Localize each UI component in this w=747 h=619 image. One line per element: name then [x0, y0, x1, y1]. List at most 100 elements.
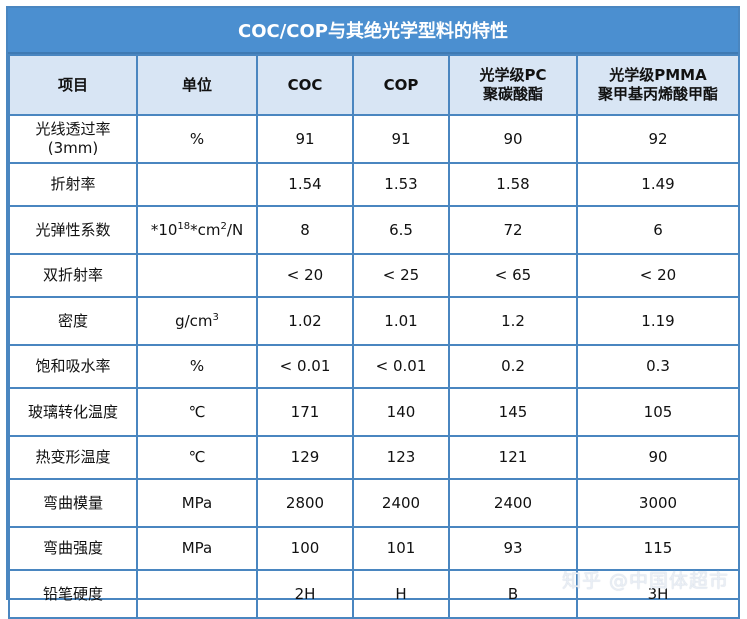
cell-cop: 91: [352, 114, 450, 164]
cell-coc: 100: [256, 526, 354, 571]
table-row: 弯曲模量 MPa 2800 2400 2400 3000: [8, 478, 740, 528]
row-unit: %: [136, 344, 258, 389]
row-name: 密度: [8, 296, 138, 346]
cell-cop: 2400: [352, 478, 450, 528]
cell-pc: 121: [448, 435, 578, 480]
table-row: 弯曲强度 MPa 100 101 93 115: [8, 526, 740, 571]
header-unit: 单位: [136, 54, 258, 116]
cell-pc: 145: [448, 387, 578, 437]
cell-coc: < 0.01: [256, 344, 354, 389]
row-unit: MPa: [136, 478, 258, 528]
cell-pmma: 1.49: [576, 162, 740, 207]
row-unit: *1018*cm2/N: [136, 205, 258, 255]
cell-coc: < 20: [256, 253, 354, 298]
cell-pmma: 1.19: [576, 296, 740, 346]
header-pc-line2: 聚碳酸酯: [482, 85, 543, 103]
header-coc: COC: [256, 54, 354, 116]
header-pmma-line2: 聚甲基丙烯酸甲酯: [597, 85, 718, 103]
properties-table: 项目 单位 COC COP 光学级PC 聚碳酸酯 光学级PMMA 聚甲基丙烯酸甲…: [8, 54, 740, 619]
table-row: 双折射率 < 20 < 25 < 65 < 20: [8, 253, 740, 298]
cell-pc: B: [448, 569, 578, 619]
row-name: 双折射率: [8, 253, 138, 298]
header-item: 项目: [8, 54, 138, 116]
cell-cop: 6.5: [352, 205, 450, 255]
cell-cop: < 0.01: [352, 344, 450, 389]
cell-pmma: < 20: [576, 253, 740, 298]
header-pmma: 光学级PMMA 聚甲基丙烯酸甲酯: [576, 54, 740, 116]
row-name: 光弹性系数: [8, 205, 138, 255]
row-name-line2: (3mm): [47, 139, 99, 157]
cell-coc: 91: [256, 114, 354, 164]
header-cop: COP: [352, 54, 450, 116]
unit-post: /N: [226, 220, 244, 239]
cell-cop: < 25: [352, 253, 450, 298]
table-row: 光弹性系数 *1018*cm2/N 8 6.5 72 6: [8, 205, 740, 255]
header-pmma-line1: 光学级PMMA: [609, 66, 707, 85]
cell-coc: 2800: [256, 478, 354, 528]
cell-pmma: 92: [576, 114, 740, 164]
cell-pmma: 6: [576, 205, 740, 255]
row-name: 光线透过率 (3mm): [8, 114, 138, 164]
table-title: COC/COP与其绝光学型料的特性: [8, 8, 738, 54]
cell-pmma: 3H: [576, 569, 740, 619]
cell-coc: 1.54: [256, 162, 354, 207]
unit-sup2: 2: [220, 220, 227, 232]
cell-pmma: 3000: [576, 478, 740, 528]
row-unit: ℃: [136, 435, 258, 480]
properties-table-card: COC/COP与其绝光学型料的特性 项目 单位 COC COP 光学级PC 聚碳…: [6, 6, 740, 619]
header-row: 项目 单位 COC COP 光学级PC 聚碳酸酯 光学级PMMA 聚甲基丙烯酸甲…: [8, 54, 740, 116]
table-row: 饱和吸水率 % < 0.01 < 0.01 0.2 0.3: [8, 344, 740, 389]
row-name: 弯曲模量: [8, 478, 138, 528]
cell-cop: 1.01: [352, 296, 450, 346]
row-unit: MPa: [136, 526, 258, 571]
cell-coc: 8: [256, 205, 354, 255]
table-row: 玻璃转化温度 ℃ 171 140 145 105: [8, 387, 740, 437]
cell-cop: 123: [352, 435, 450, 480]
cell-pc: 2400: [448, 478, 578, 528]
cell-pmma: 0.3: [576, 344, 740, 389]
cell-pc: 93: [448, 526, 578, 571]
table-row: 热变形温度 ℃ 129 123 121 90: [8, 435, 740, 480]
cell-coc: 2H: [256, 569, 354, 619]
cell-cop: 140: [352, 387, 450, 437]
cell-pc: < 65: [448, 253, 578, 298]
row-name: 饱和吸水率: [8, 344, 138, 389]
row-name: 折射率: [8, 162, 138, 207]
row-name-line1: 光线透过率: [35, 120, 111, 139]
unit-pre: *10: [150, 220, 178, 239]
header-pc-line1: 光学级PC: [479, 66, 547, 85]
row-name: 铅笔硬度: [8, 569, 138, 619]
row-name: 热变形温度: [8, 435, 138, 480]
row-name: 玻璃转化温度: [8, 387, 138, 437]
table-row: 铅笔硬度 2H H B 3H: [8, 569, 740, 619]
table-row: 密度 g/cm3 1.02 1.01 1.2 1.19: [8, 296, 740, 346]
row-unit: g/cm3: [136, 296, 258, 346]
header-pc: 光学级PC 聚碳酸酯: [448, 54, 578, 116]
cell-cop: H: [352, 569, 450, 619]
row-unit: ℃: [136, 387, 258, 437]
cell-coc: 129: [256, 435, 354, 480]
row-unit: %: [136, 114, 258, 164]
row-name: 弯曲强度: [8, 526, 138, 571]
cell-cop: 1.53: [352, 162, 450, 207]
cell-pc: 72: [448, 205, 578, 255]
unit-base: g/cm: [175, 311, 213, 330]
unit-sup: 3: [212, 311, 219, 323]
cell-pmma: 115: [576, 526, 740, 571]
row-unit: [136, 162, 258, 207]
table-row: 折射率 1.54 1.53 1.58 1.49: [8, 162, 740, 207]
unit-sup: 18: [177, 220, 191, 232]
table-row: 光线透过率 (3mm) % 91 91 90 92: [8, 114, 740, 164]
cell-pc: 1.58: [448, 162, 578, 207]
row-unit: [136, 569, 258, 619]
cell-pc: 90: [448, 114, 578, 164]
cell-pmma: 90: [576, 435, 740, 480]
row-unit: [136, 253, 258, 298]
cell-pmma: 105: [576, 387, 740, 437]
cell-cop: 101: [352, 526, 450, 571]
cell-pc: 0.2: [448, 344, 578, 389]
cell-coc: 1.02: [256, 296, 354, 346]
cell-coc: 171: [256, 387, 354, 437]
unit-mid: *cm: [190, 220, 221, 239]
cell-pc: 1.2: [448, 296, 578, 346]
